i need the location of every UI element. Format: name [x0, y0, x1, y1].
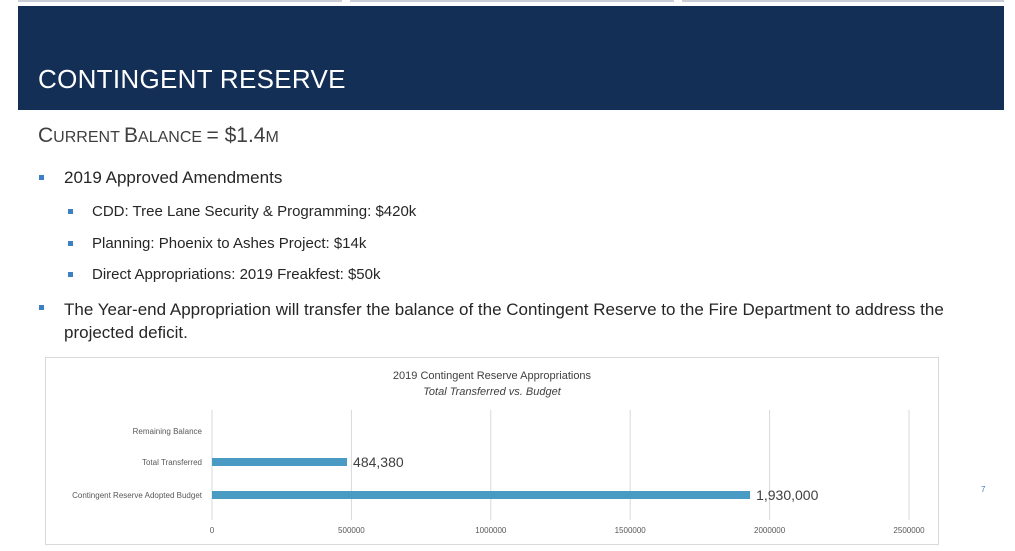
bullet-marker	[39, 175, 44, 180]
x-tick-label: 500000	[338, 526, 365, 535]
chart-title: 2019 Contingent Reserve Appropriations	[393, 370, 592, 382]
x-tick-label: 2500000	[893, 526, 925, 535]
bullet-text: Planning: Phoenix to Ashes Project: $14k	[92, 235, 367, 252]
sub-bullet-cdd: CDD: Tree Lane Security & Programming: $…	[68, 203, 417, 220]
category-label: Total Transferred	[142, 458, 202, 467]
sub-bullet-planning: Planning: Phoenix to Ashes Project: $14k	[68, 235, 367, 252]
top-strip-middle	[350, 0, 674, 2]
bullet-text: 2019 Approved Amendments	[64, 168, 283, 187]
bullet-marker	[68, 209, 73, 214]
category-label: Contingent Reserve Adopted Budget	[72, 491, 203, 500]
page-number: 7	[981, 485, 986, 494]
x-tick-label: 1000000	[475, 526, 507, 535]
bullet-text: CDD: Tree Lane Security & Programming: $…	[92, 203, 417, 220]
x-tick-label: 1500000	[615, 526, 647, 535]
sub-bullet-direct-appropriations: Direct Appropriations: 2019 Freakfest: $…	[68, 266, 381, 283]
top-strip-left	[18, 0, 342, 2]
top-strip-right	[682, 0, 1004, 2]
current-balance-heading: CURRENT BALANCE = $1.4M	[38, 124, 279, 147]
category-label: Remaining Balance	[133, 427, 203, 436]
slide-title: CONTINGENT RESERVE	[38, 64, 346, 94]
bar	[212, 458, 348, 466]
chart-subtitle: Total Transferred vs. Budget	[423, 386, 562, 398]
x-tick-label: 2000000	[754, 526, 786, 535]
bullet-marker	[39, 305, 44, 310]
bullet-year-end-appropriation: The Year-end Appropriation will transfer…	[39, 298, 944, 344]
title-band: CONTINGENT RESERVE	[18, 6, 1004, 110]
bullet-approved-amendments: 2019 Approved Amendments	[39, 168, 283, 188]
bullet-text: The Year-end Appropriation will transfer…	[64, 300, 944, 342]
data-label: 484,380	[353, 454, 404, 470]
bullet-marker	[68, 272, 73, 277]
bullet-marker	[68, 241, 73, 246]
data-label: 1,930,000	[756, 487, 818, 503]
chart-canvas: 2019 Contingent Reserve Appropriations To…	[72, 370, 925, 535]
bullet-text: Direct Appropriations: 2019 Freakfest: $…	[92, 266, 381, 283]
appropriations-chart: 2019 Contingent Reserve Appropriations To…	[45, 357, 939, 545]
x-tick-label: 0	[210, 526, 215, 535]
bar	[212, 491, 751, 499]
